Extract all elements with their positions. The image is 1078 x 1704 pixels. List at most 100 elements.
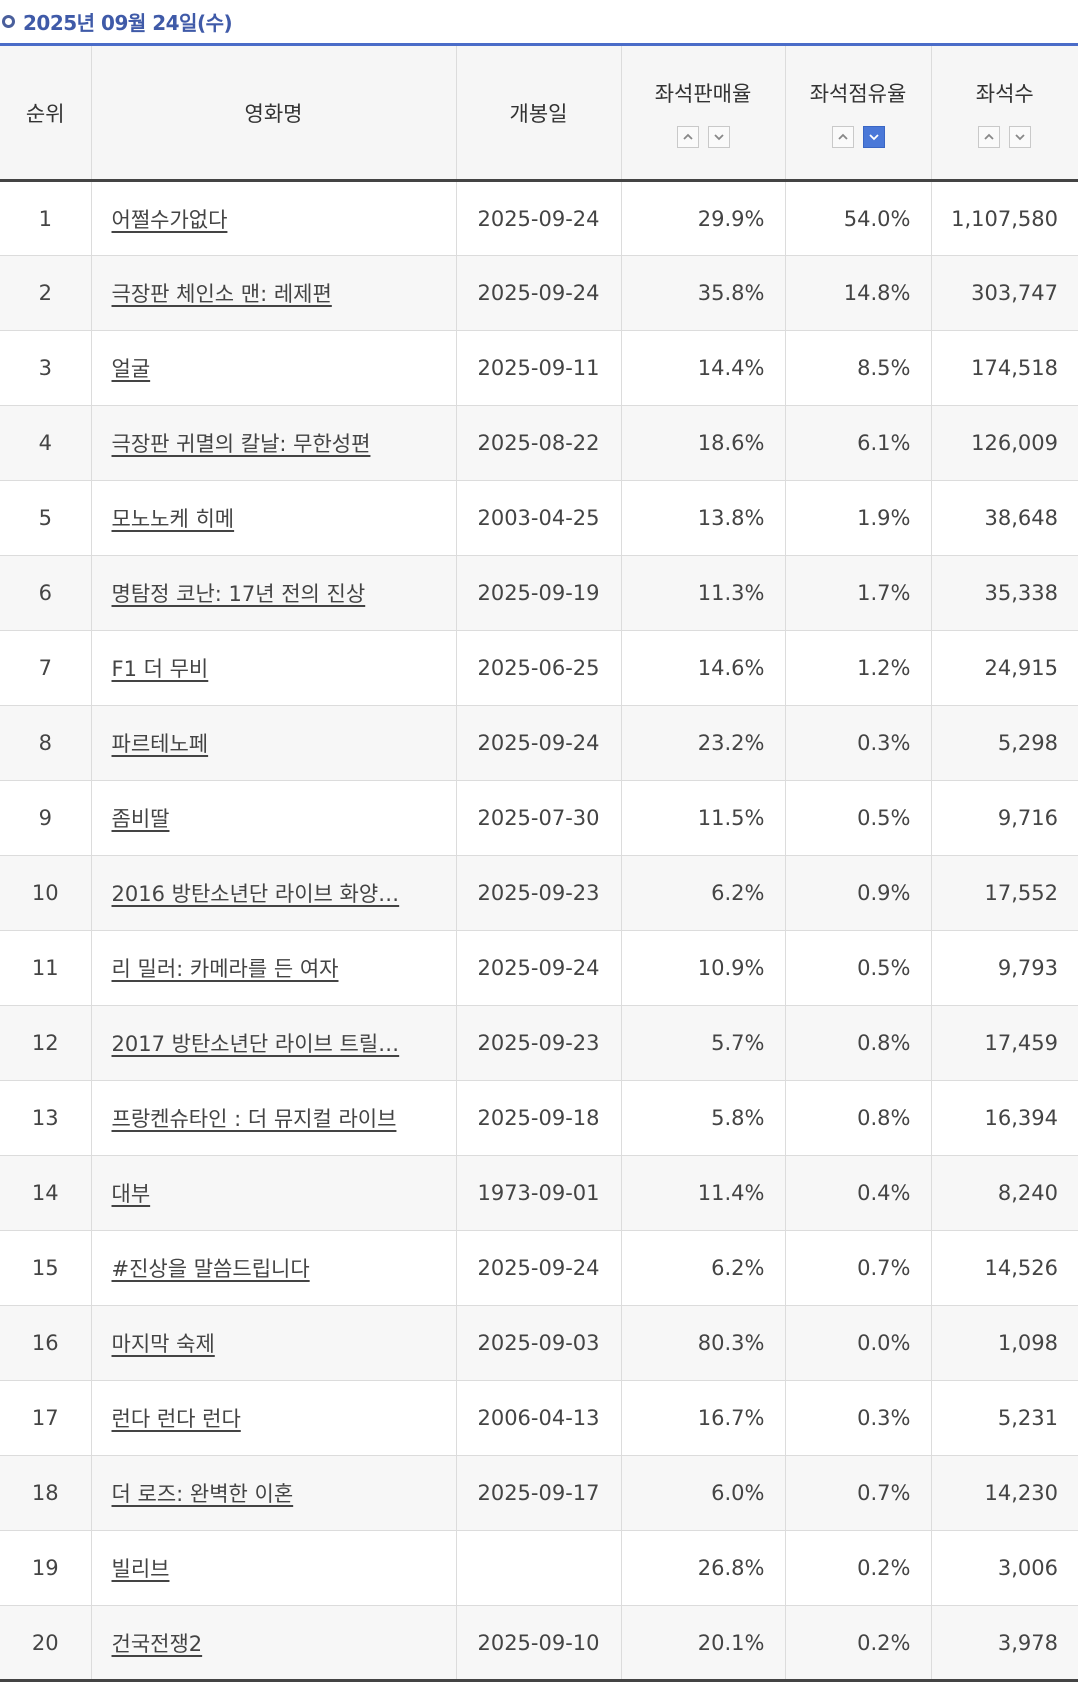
movie-title-link[interactable]: 얼굴 (111, 357, 151, 381)
sales-rate-cell: 14.4% (621, 330, 786, 406)
rank-cell: 10 (0, 855, 92, 931)
open-date-cell: 1973-09-01 (456, 1155, 622, 1231)
sort-ascending-button[interactable] (831, 125, 854, 148)
share-rate-cell: 0.3% (785, 705, 932, 781)
movie-title-cell: 파르테노페 (91, 705, 457, 781)
sales-rate-cell: 10.9% (621, 930, 786, 1006)
header-rank-label: 순위 (25, 101, 65, 126)
movie-title-link[interactable]: 프랑켄슈타인 : 더 뮤지컬 라이브 (111, 1107, 397, 1131)
movie-title-link[interactable]: 2017 방탄소년단 라이브 트릴… (111, 1032, 400, 1056)
sales-rate-cell: 80.3% (621, 1305, 786, 1381)
seats-cell: 9,716 (931, 780, 1078, 856)
rank-cell: 17 (0, 1380, 92, 1456)
open-date-cell: 2025-09-17 (456, 1455, 622, 1531)
table-row: 20 건국전쟁2 2025-09-10 20.1% 0.2% 3,978 (0, 1605, 1078, 1682)
movie-title-link[interactable]: 좀비딸 (111, 807, 170, 831)
rank-cell: 14 (0, 1155, 92, 1231)
open-date-cell: 2025-09-19 (456, 555, 622, 631)
table-row: 8 파르테노페 2025-09-24 23.2% 0.3% 5,298 (0, 705, 1078, 781)
open-date-cell: 2025-09-18 (456, 1080, 622, 1156)
rank-cell: 20 (0, 1605, 92, 1682)
share-rate-cell: 0.2% (785, 1605, 932, 1682)
movie-title-cell: 런다 런다 런다 (91, 1380, 457, 1456)
rank-cell: 7 (0, 630, 92, 706)
table-row: 14 대부 1973-09-01 11.4% 0.4% 8,240 (0, 1155, 1078, 1231)
movie-title-link[interactable]: 리 밀러: 카메라를 든 여자 (111, 957, 339, 981)
seats-cell: 5,231 (931, 1380, 1078, 1456)
sort-descending-button[interactable] (1009, 125, 1032, 148)
chevron-down-icon (713, 133, 724, 140)
sort-ascending-button[interactable] (676, 125, 699, 148)
sales-rate-cell: 29.9% (621, 180, 786, 256)
header-title-label: 영화명 (244, 101, 303, 126)
chevron-down-icon (1015, 133, 1025, 140)
sales-rate-cell: 26.8% (621, 1530, 786, 1606)
sales-rate-cell: 20.1% (621, 1605, 786, 1682)
open-date-cell: 2025-09-11 (456, 330, 622, 406)
table-row: 3 얼굴 2025-09-11 14.4% 8.5% 174,518 (0, 330, 1078, 406)
table-row: 11 리 밀러: 카메라를 든 여자 2025-09-24 10.9% 0.5% 9,79… (0, 930, 1078, 1006)
movie-title-cell: 마지막 숙제 (91, 1305, 457, 1381)
sort-ascending-button[interactable] (978, 125, 1001, 148)
open-date-cell: 2025-09-24 (456, 705, 622, 781)
date-header: 2025년 09월 24일(수) (0, 0, 1078, 46)
movie-title-link[interactable]: 파르테노페 (111, 732, 209, 756)
table-row: 5 모노노케 히메 2003-04-25 13.8% 1.9% 38,648 (0, 480, 1078, 556)
movie-title-link[interactable]: 극장판 귀멸의 칼날: 무한성편 (111, 432, 371, 456)
seats-cell: 14,230 (931, 1455, 1078, 1531)
movie-title-link[interactable]: 런다 런다 런다 (111, 1407, 241, 1431)
chevron-up-icon (682, 133, 693, 140)
rank-cell: 12 (0, 1005, 92, 1081)
movie-title-cell: 리 밀러: 카메라를 든 여자 (91, 930, 457, 1006)
movie-title-link[interactable]: 어쩔수가없다 (111, 207, 228, 232)
movie-title-link[interactable]: F1 더 무비 (111, 657, 209, 681)
share-rate-cell: 0.7% (785, 1230, 932, 1306)
movie-title-cell: F1 더 무비 (91, 630, 457, 706)
header-share-rate-label: 좌석점유율 (809, 81, 907, 106)
movie-title-link[interactable]: 마지막 숙제 (111, 1332, 215, 1356)
rank-cell: 3 (0, 330, 92, 406)
movie-title-link[interactable]: 2016 방탄소년단 라이브 화양… (111, 882, 400, 906)
movie-title-link[interactable]: 대부 (111, 1182, 151, 1206)
share-rate-cell: 0.8% (785, 1005, 932, 1081)
movie-title-link[interactable]: 빌리브 (111, 1557, 170, 1581)
sales-rate-cell: 6.2% (621, 855, 786, 931)
date-label: 2025년 09월 24일(수) (23, 11, 233, 35)
movie-title-link[interactable]: 건국전쟁2 (111, 1631, 203, 1656)
circle-bullet-icon (2, 15, 15, 28)
rank-cell: 19 (0, 1530, 92, 1606)
share-rate-cell: 54.0% (785, 180, 932, 256)
table-row: 18 더 로즈: 완벽한 이혼 2025-09-17 6.0% 0.7% 14,230 (0, 1455, 1078, 1531)
movie-title-link[interactable]: 더 로즈: 완벽한 이혼 (111, 1482, 294, 1506)
movie-title-cell: 명탐정 코난: 17년 전의 진상 (91, 555, 457, 631)
header-open-date-label: 개봉일 (509, 101, 568, 126)
chevron-up-icon (837, 133, 848, 140)
open-date-cell: 2025-09-24 (456, 1230, 622, 1306)
movie-title-cell: 프랑켄슈타인 : 더 뮤지컬 라이브 (91, 1080, 457, 1156)
open-date-cell: 2025-09-03 (456, 1305, 622, 1381)
share-rate-cell: 0.5% (785, 930, 932, 1006)
movie-title-link[interactable]: #진상을 말씀드립니다 (111, 1257, 310, 1281)
sort-descending-button[interactable] (707, 125, 730, 148)
share-rate-cell: 0.3% (785, 1380, 932, 1456)
header-seats-label: 좌석수 (975, 81, 1034, 106)
table-row: 16 마지막 숙제 2025-09-03 80.3% 0.0% 1,098 (0, 1305, 1078, 1381)
table-header-row: 순위 영화명 개봉일 좌석판매율 좌석점유율 좌석수 (0, 46, 1078, 182)
chevron-up-icon (984, 133, 994, 140)
movie-title-cell: 모노노케 히메 (91, 480, 457, 556)
share-rate-cell: 1.9% (785, 480, 932, 556)
seats-cell: 303,747 (931, 255, 1078, 331)
table-row: 7 F1 더 무비 2025-06-25 14.6% 1.2% 24,915 (0, 630, 1078, 706)
movie-title-link[interactable]: 명탐정 코난: 17년 전의 진상 (111, 582, 366, 606)
share-rate-cell: 14.8% (785, 255, 932, 331)
open-date-cell (456, 1530, 622, 1606)
movie-title-cell: 2017 방탄소년단 라이브 트릴… (91, 1005, 457, 1081)
open-date-cell: 2025-07-30 (456, 780, 622, 856)
movie-title-link[interactable]: 모노노케 히메 (111, 507, 235, 531)
header-open-date: 개봉일 (456, 46, 622, 182)
share-rate-cell: 0.0% (785, 1305, 932, 1381)
movie-title-link[interactable]: 극장판 체인소 맨: 레제편 (111, 282, 332, 306)
sales-rate-cell: 5.7% (621, 1005, 786, 1081)
rank-cell: 1 (0, 180, 92, 256)
sort-descending-button-active[interactable] (862, 125, 885, 148)
